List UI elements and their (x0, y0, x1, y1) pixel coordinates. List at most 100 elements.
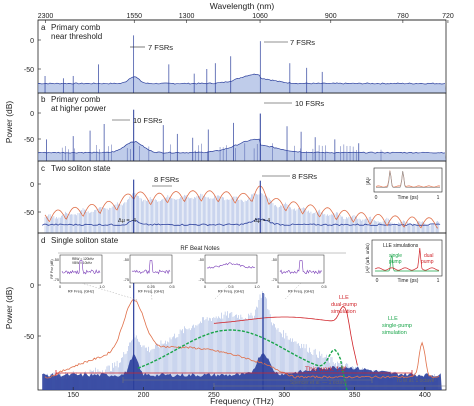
rf-inset-1-xlabel: RF Freq. (GHz) (68, 290, 95, 294)
panel-d-tick-0: 0 (30, 283, 34, 290)
rf-inset-legend-1: RBW = 120kHz (72, 257, 94, 261)
panel-c-fsr-left: 8 FSRs (154, 175, 179, 184)
rf-beat-notes-title: RF Beat Notes (180, 246, 219, 252)
lle-inset-x1: 1 (437, 278, 440, 284)
panel-a-fsr-left: 7 FSRs (148, 43, 173, 52)
rf-inset-2 (129, 254, 173, 284)
top-tick-label-900: 900 (325, 13, 337, 20)
lle-single-pump-curve (137, 329, 348, 390)
panel-a-title-2: near threshold (51, 32, 102, 41)
top-tick-label-2300: 2300 (38, 13, 54, 20)
rf-trace-2 (131, 260, 171, 275)
lle-inset-single-2: pump (389, 259, 402, 265)
bottom-tick-label-350: 350 (349, 392, 361, 399)
rf-inset-3-ytick: -50 (199, 258, 205, 262)
bottom-tick-label-200: 200 (138, 392, 150, 399)
panel-c-time-inset: |A|² 0 1 Time (ps) (366, 167, 443, 201)
rf-inset-4-xtick: 0.5 (321, 285, 326, 289)
panel-d-letter: d (41, 236, 45, 245)
panel-c-dmu-right: Δμ = 4 (254, 218, 270, 224)
noise-floor-fill (38, 74, 446, 93)
rf-inset-3-xtick: 0.5 (228, 285, 233, 289)
panel-a-letter: a (41, 23, 46, 32)
panel-a-fsr-right: 7 FSRs (290, 38, 315, 47)
lle-inset: LLE simulations single pump dual pump |A… (365, 239, 443, 284)
rf-inset-3-xtick: 0 (204, 285, 206, 289)
rf-trace-1 (61, 260, 101, 275)
panel-b-tick-0: 0 (30, 111, 34, 118)
lle-inset-x0: 0 (376, 278, 379, 284)
panel-c-tick-50: -50 (24, 210, 34, 217)
bottom-axis: 150 200 250 300 350 400 Frequency (THz) (67, 387, 431, 406)
panel-a-tick-0: 0 (30, 38, 34, 45)
lle-inset-title: LLE simulations (383, 243, 419, 249)
top-axis-label: Wavelength (nm) (210, 1, 275, 11)
panel-c-inset-ylabel: |A|² (366, 177, 372, 185)
top-tick-label-1550: 1550 (126, 13, 142, 20)
rf-inset-3 (204, 254, 258, 284)
lle-inset-single-1: single (389, 253, 402, 259)
octave-bars: This work: f-3f Spencer et al. — 1 octav… (55, 366, 446, 389)
rf-inset-legend-2: VBW = 10kHz (72, 261, 92, 265)
rf-inset-2-xtick: 0.25 (147, 285, 154, 289)
bottom-tick-label-400: 400 (419, 392, 431, 399)
rf-inset-2-xtick: 0.5 (169, 285, 174, 289)
comb-floor (42, 218, 441, 226)
rf-inset-1-xtick: 0 (59, 285, 61, 289)
panel-c-dmu-left: Δμ = -4 (118, 218, 136, 224)
lle-inset-dual-2: pump (421, 259, 434, 265)
rf-inset-ylabel: RF Pwr (dB) (50, 259, 54, 278)
panel-a: 0 -50 a Primary comb near threshold 7 FS… (24, 19, 447, 94)
rf-trace-4 (279, 260, 323, 275)
panel-c-inset-x1: 1 (437, 195, 440, 201)
rf-inset-1 (59, 254, 103, 284)
rf-inset-3-xtick: 1.0 (254, 285, 259, 289)
rf-inset-4-xlabel: RF Freq. (GHz) (288, 290, 315, 294)
rf-trace-3 (206, 262, 256, 269)
lle-single-label-3: simulation (382, 330, 407, 336)
noise-floor-line (38, 73, 446, 85)
this-work-label: This work: f-3f (305, 366, 346, 373)
panel-b-title-1: Primary comb (51, 95, 101, 104)
rf-inset-3-ytick: -75 (199, 278, 205, 282)
noise-floor-line (38, 138, 445, 154)
panel-b: 0 -50 b Primary comb at higher power 10 … (24, 92, 447, 162)
panel-c-inset-x0: 0 (375, 195, 378, 201)
rf-inset-4-ytick: -50 (272, 258, 278, 262)
panel-a-title-1: Primary comb (51, 23, 101, 32)
lle-dual-pump-curve (213, 305, 358, 366)
top-tick-label-1060: 1060 (252, 13, 268, 20)
lle-single-label-2: single-pump (382, 323, 412, 329)
inset-trace (376, 170, 440, 188)
panel-d-tick-50: -50 (24, 334, 34, 341)
lle-inset-dual-trace (374, 247, 440, 271)
rf-inset-4 (277, 254, 325, 284)
lle-dual-label-3: simulation (331, 309, 356, 315)
panel-b-title-2: at higher power (51, 104, 106, 113)
rf-inset-2-xlabel: RF Freq. (GHz) (138, 290, 165, 294)
rf-connector (213, 282, 232, 301)
rf-inset-2-ytick: -50 (124, 258, 130, 262)
lle-inset-single-trace (375, 255, 439, 272)
panel-b-fsr-left: 10 FSRs (133, 116, 162, 125)
lle-inset-xlabel: Time (ps) (398, 278, 419, 284)
panel-c: 0 -50 c Two soliton state 8 FSRs 8 FSRs … (24, 160, 447, 234)
panel-c-letter: c (41, 164, 45, 173)
rf-inset-1-xtick: 1.0 (99, 285, 104, 289)
panel-b-tick-50: -50 (24, 137, 34, 144)
panel-a-tick-50: -50 (24, 67, 34, 74)
rf-inset-3-xlabel: RF Freq. (GHz) (218, 290, 245, 294)
top-tick-label-780: 780 (397, 13, 409, 20)
panel-b-letter: b (41, 95, 46, 104)
lle-single-label-1: LLE (388, 316, 398, 322)
bottom-tick-label-300: 300 (278, 392, 290, 399)
y-axis-label-bottom: Power (dB) (4, 287, 14, 330)
panel-b-fsr-right: 10 FSRs (295, 99, 324, 108)
bottom-tick-label-250: 250 (208, 392, 220, 399)
lle-dual-label-1: LLE (339, 295, 349, 301)
bottom-axis-label: Frequency (THz) (210, 396, 274, 406)
lle-inset-ylabel: |A|² (arb. units) (365, 243, 370, 273)
yu-label: Yu et al. 1 octave (396, 378, 435, 384)
inset-sim-trace (375, 170, 441, 188)
